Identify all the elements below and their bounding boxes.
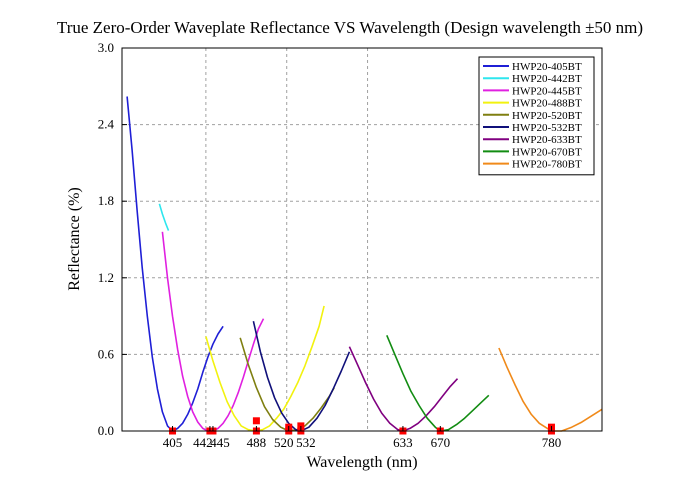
legend-label: HWP20-780BT — [512, 159, 582, 171]
legend-label: HWP20-405BT — [512, 61, 582, 73]
series-line-hwp20-488bt — [205, 305, 325, 432]
x-tick-label: 532 — [296, 435, 316, 450]
x-tick-label: 780 — [542, 435, 562, 450]
series-line-hwp20-633bt — [348, 346, 459, 432]
x-tick-label: 405 — [163, 435, 183, 450]
legend-label: HWP20-442BT — [512, 73, 582, 85]
y-axis-ticks: 0.0 0.6 1.2 1.8 2.4 3.0 — [98, 40, 127, 438]
legend-label: HWP20-633BT — [512, 134, 582, 146]
series-line-hwp20-670bt — [386, 334, 490, 432]
series-line-hwp20-780bt — [498, 347, 603, 432]
legend-label: HWP20-532BT — [512, 122, 582, 134]
series-line-hwp20-405bt — [126, 96, 224, 432]
y-axis-label: Reflectance (%) — [66, 187, 83, 290]
x-tick-label: 442 — [193, 435, 213, 450]
legend: HWP20-405BTHWP20-442BTHWP20-445BTHWP20-4… — [478, 56, 595, 176]
legend-box — [478, 56, 595, 176]
legend-label: HWP20-488BT — [512, 98, 582, 110]
legend-label: HWP20-670BT — [512, 146, 582, 158]
grid — [122, 48, 602, 431]
y-tick-label: 1.8 — [98, 193, 114, 208]
design-wavelength-markers — [169, 417, 555, 435]
design-marker — [252, 417, 260, 425]
y-tick-label: 3.0 — [98, 40, 114, 55]
x-tick-label: 445 — [210, 435, 230, 450]
x-tick-label: 520 — [274, 435, 294, 450]
y-tick-label: 0.6 — [98, 346, 115, 361]
chart-title: True Zero-Order Waveplate Reflectance VS… — [57, 18, 643, 37]
y-tick-label: 1.2 — [98, 270, 114, 285]
x-tick-label: 633 — [393, 435, 413, 450]
series-line-hwp20-442bt — [158, 203, 170, 231]
series-line-hwp20-445bt — [161, 231, 265, 432]
y-tick-label: 0.0 — [98, 423, 114, 438]
design-marker — [297, 422, 305, 430]
x-axis-label: Wavelength (nm) — [306, 454, 417, 471]
y-tick-label: 2.4 — [98, 117, 115, 132]
plot-frame — [121, 47, 603, 432]
x-tick-label: 488 — [247, 435, 267, 450]
x-tick-label: 670 — [431, 435, 451, 450]
legend-label: HWP20-520BT — [512, 110, 582, 122]
legend-label: HWP20-445BT — [512, 85, 582, 97]
